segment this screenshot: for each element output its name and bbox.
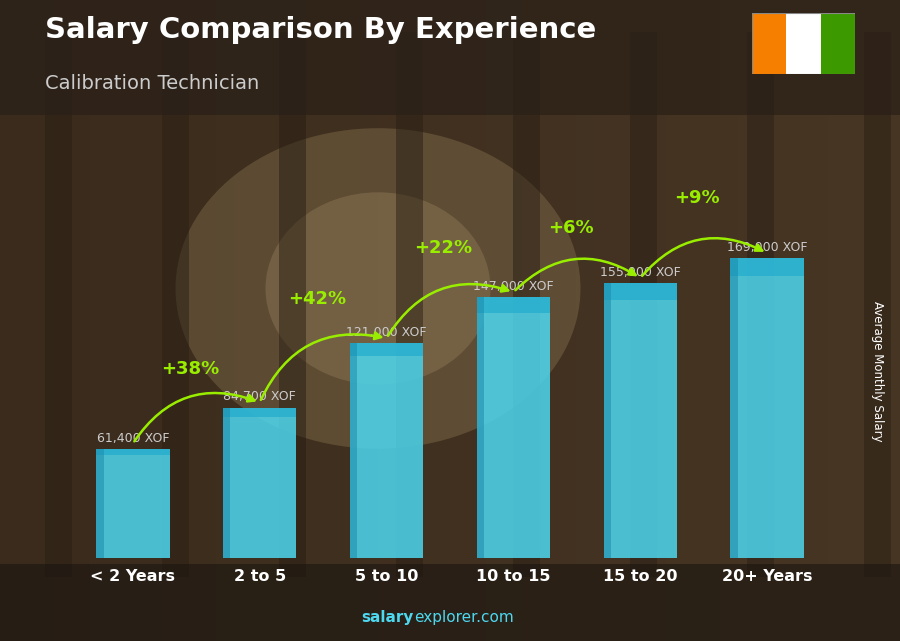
Bar [96, 449, 169, 558]
Bar [864, 0, 882, 641]
Text: 169,000 XOF: 169,000 XOF [727, 241, 807, 254]
Bar [477, 297, 550, 558]
Bar [882, 0, 900, 641]
Bar [477, 297, 550, 313]
Bar [864, 32, 891, 577]
Text: 147,000 XOF: 147,000 XOF [473, 280, 554, 293]
Bar [279, 32, 306, 577]
Bar [342, 0, 360, 641]
Bar [0, 564, 900, 641]
Text: 121,000 XOF: 121,000 XOF [346, 326, 427, 339]
Bar [738, 0, 756, 641]
Bar [752, 13, 786, 74]
Bar [612, 0, 630, 641]
Bar [45, 32, 72, 577]
Text: Calibration Technician: Calibration Technician [45, 74, 259, 93]
Bar [350, 344, 423, 356]
Bar [684, 0, 702, 641]
Bar [666, 0, 684, 641]
Bar [108, 0, 126, 641]
Bar [756, 0, 774, 641]
Bar [378, 0, 396, 641]
Bar [162, 0, 180, 641]
Bar [180, 0, 198, 641]
Bar [477, 297, 484, 558]
Bar [648, 0, 666, 641]
Bar [747, 32, 774, 577]
Bar [846, 0, 864, 641]
Bar [223, 408, 230, 558]
Bar [306, 0, 324, 641]
Bar [731, 258, 804, 276]
Bar [702, 0, 720, 641]
Bar [350, 344, 357, 558]
Bar [486, 0, 504, 641]
Text: +38%: +38% [161, 360, 219, 378]
Bar [630, 32, 657, 577]
Bar [324, 0, 342, 641]
Bar [350, 344, 423, 558]
Text: 155,000 XOF: 155,000 XOF [600, 266, 680, 279]
Bar [144, 0, 162, 641]
Bar [0, 0, 18, 641]
Bar [0, 0, 900, 115]
Bar [604, 283, 677, 558]
Bar [162, 32, 189, 577]
Bar [731, 258, 738, 558]
Text: 61,400 XOF: 61,400 XOF [96, 431, 169, 445]
Bar [810, 0, 828, 641]
Bar [513, 32, 540, 577]
Bar [604, 283, 677, 300]
Text: explorer.com: explorer.com [414, 610, 514, 625]
Bar [72, 0, 90, 641]
Bar [126, 0, 144, 641]
Text: +6%: +6% [548, 219, 593, 237]
Bar [216, 0, 234, 641]
Bar [223, 408, 296, 558]
Bar [360, 0, 378, 641]
Bar [223, 408, 296, 417]
Bar [774, 0, 792, 641]
Bar [792, 0, 810, 641]
Bar [90, 0, 108, 641]
Text: +9%: +9% [675, 189, 720, 207]
Bar [288, 0, 306, 641]
Text: Average Monthly Salary: Average Monthly Salary [871, 301, 884, 442]
Bar [828, 0, 846, 641]
Bar [252, 0, 270, 641]
Bar [786, 13, 821, 74]
Bar [731, 258, 804, 558]
Bar [234, 0, 252, 641]
Bar [96, 449, 104, 558]
Ellipse shape [266, 192, 491, 385]
Bar [576, 0, 594, 641]
Bar [522, 0, 540, 641]
Text: +22%: +22% [415, 238, 473, 256]
Bar [270, 0, 288, 641]
Text: salary: salary [362, 610, 414, 625]
Bar [558, 0, 576, 641]
Bar [96, 449, 169, 456]
Bar [18, 0, 36, 641]
Bar [604, 283, 611, 558]
Bar [594, 0, 612, 641]
Bar [414, 0, 432, 641]
Bar [396, 32, 423, 577]
Bar [432, 0, 450, 641]
Bar [504, 0, 522, 641]
Bar [450, 0, 468, 641]
Bar [720, 0, 738, 641]
Bar [630, 0, 648, 641]
Bar [198, 0, 216, 641]
Text: 84,700 XOF: 84,700 XOF [223, 390, 296, 403]
Bar [54, 0, 72, 641]
Bar [468, 0, 486, 641]
Text: Salary Comparison By Experience: Salary Comparison By Experience [45, 16, 596, 44]
Bar [396, 0, 414, 641]
Text: +42%: +42% [288, 290, 346, 308]
Ellipse shape [176, 128, 580, 449]
Bar [540, 0, 558, 641]
Bar [36, 0, 54, 641]
Bar [821, 13, 855, 74]
